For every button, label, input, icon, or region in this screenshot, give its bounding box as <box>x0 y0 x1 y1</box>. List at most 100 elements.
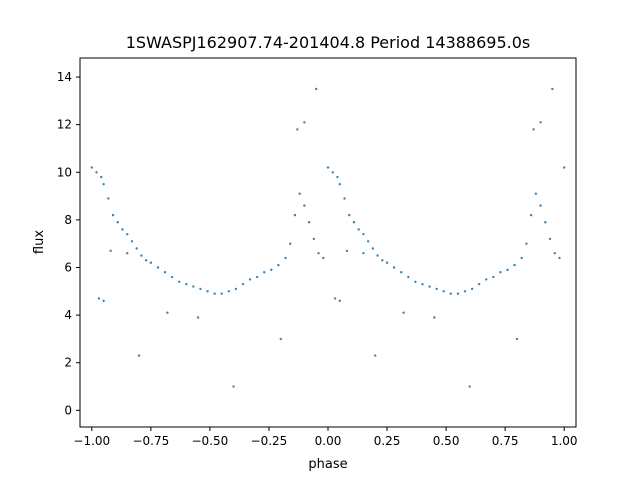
data-point <box>345 249 349 253</box>
data-point <box>343 197 346 200</box>
data-point <box>126 252 129 255</box>
data-point <box>102 182 105 186</box>
y-tick-label: 6 <box>64 260 72 274</box>
data-point <box>506 268 509 272</box>
data-point <box>407 275 410 279</box>
data-point <box>539 204 542 207</box>
data-point <box>279 337 282 341</box>
y-tick-label: 4 <box>64 308 72 322</box>
data-point <box>428 285 431 288</box>
data-point <box>352 221 356 224</box>
data-point <box>95 171 98 174</box>
data-point <box>220 292 223 295</box>
chart-title: 1SWASPJ162907.74-201404.8 Period 1438869… <box>126 33 531 52</box>
data-point <box>551 87 554 91</box>
data-point <box>213 292 216 295</box>
data-point <box>400 271 403 274</box>
data-point <box>303 204 306 207</box>
data-point <box>163 271 167 274</box>
y-tick-label: 12 <box>57 118 72 132</box>
data-point <box>234 287 238 291</box>
data-point <box>392 266 396 269</box>
data-point <box>289 242 292 245</box>
data-point <box>385 261 389 264</box>
data-point <box>149 261 153 264</box>
data-point <box>477 282 481 286</box>
data-point <box>362 232 365 236</box>
data-point <box>326 166 330 169</box>
data-point <box>562 166 566 169</box>
data-point <box>421 282 424 286</box>
x-tick-label: 0.75 <box>492 434 519 448</box>
x-tick-label: −0.25 <box>251 434 288 448</box>
y-axis-label: flux <box>32 230 47 254</box>
x-tick-label: 0.50 <box>433 434 460 448</box>
data-point <box>284 256 287 260</box>
data-point <box>449 292 453 295</box>
data-point <box>381 259 384 262</box>
data-point <box>470 287 474 291</box>
data-point <box>298 192 301 195</box>
data-point <box>322 256 325 260</box>
data-point <box>435 287 438 291</box>
x-tick-label: −1.00 <box>73 434 110 448</box>
data-point <box>263 271 266 274</box>
data-point <box>192 285 195 288</box>
data-point <box>336 175 339 179</box>
data-point <box>196 316 200 319</box>
data-point <box>529 213 533 217</box>
x-tick-label: 1.00 <box>551 434 578 448</box>
data-point <box>232 385 235 388</box>
data-point <box>206 290 209 293</box>
data-point <box>303 121 306 124</box>
scatter-points <box>90 87 566 388</box>
y-axis: 0 2 4 6 8 10 12 14 <box>57 70 80 417</box>
data-point <box>362 252 365 255</box>
data-point <box>227 290 230 293</box>
data-point <box>433 316 436 319</box>
data-point <box>270 268 273 272</box>
data-point <box>544 221 547 224</box>
data-point <box>116 221 119 224</box>
data-point <box>156 266 160 269</box>
data-point <box>520 256 523 260</box>
data-point <box>374 354 377 357</box>
data-point <box>414 280 417 283</box>
data-point <box>402 311 405 314</box>
data-point <box>558 256 561 260</box>
data-point <box>241 282 245 286</box>
data-point <box>331 171 334 174</box>
data-point <box>185 282 188 286</box>
y-tick-label: 14 <box>57 70 72 84</box>
data-point <box>485 278 488 281</box>
data-point <box>277 263 280 267</box>
data-point <box>126 232 129 236</box>
data-point <box>492 275 495 279</box>
data-point <box>107 197 110 200</box>
data-point <box>468 385 471 388</box>
data-point <box>312 237 316 241</box>
y-tick-label: 2 <box>64 356 72 370</box>
data-point <box>109 249 112 253</box>
data-point <box>199 287 202 291</box>
data-point <box>314 87 318 91</box>
x-axis: −1.00 −0.75 −0.50 −0.25 0.00 0.25 0.50 0.75 1.00 <box>73 427 578 448</box>
data-point <box>140 254 143 257</box>
data-point <box>178 280 181 283</box>
y-tick-label: 10 <box>57 165 72 179</box>
data-point <box>539 121 542 124</box>
x-tick-label: 0.00 <box>315 434 342 448</box>
y-tick-label: 8 <box>64 213 72 227</box>
data-point <box>366 240 370 243</box>
y-tick-label: 0 <box>64 403 72 417</box>
data-point <box>456 292 460 295</box>
data-point <box>170 275 174 279</box>
data-point <box>532 128 535 131</box>
data-point <box>333 297 337 300</box>
data-point <box>135 247 138 250</box>
data-point <box>357 228 360 231</box>
data-point <box>442 290 445 293</box>
data-point <box>248 278 252 281</box>
data-point <box>338 182 342 186</box>
